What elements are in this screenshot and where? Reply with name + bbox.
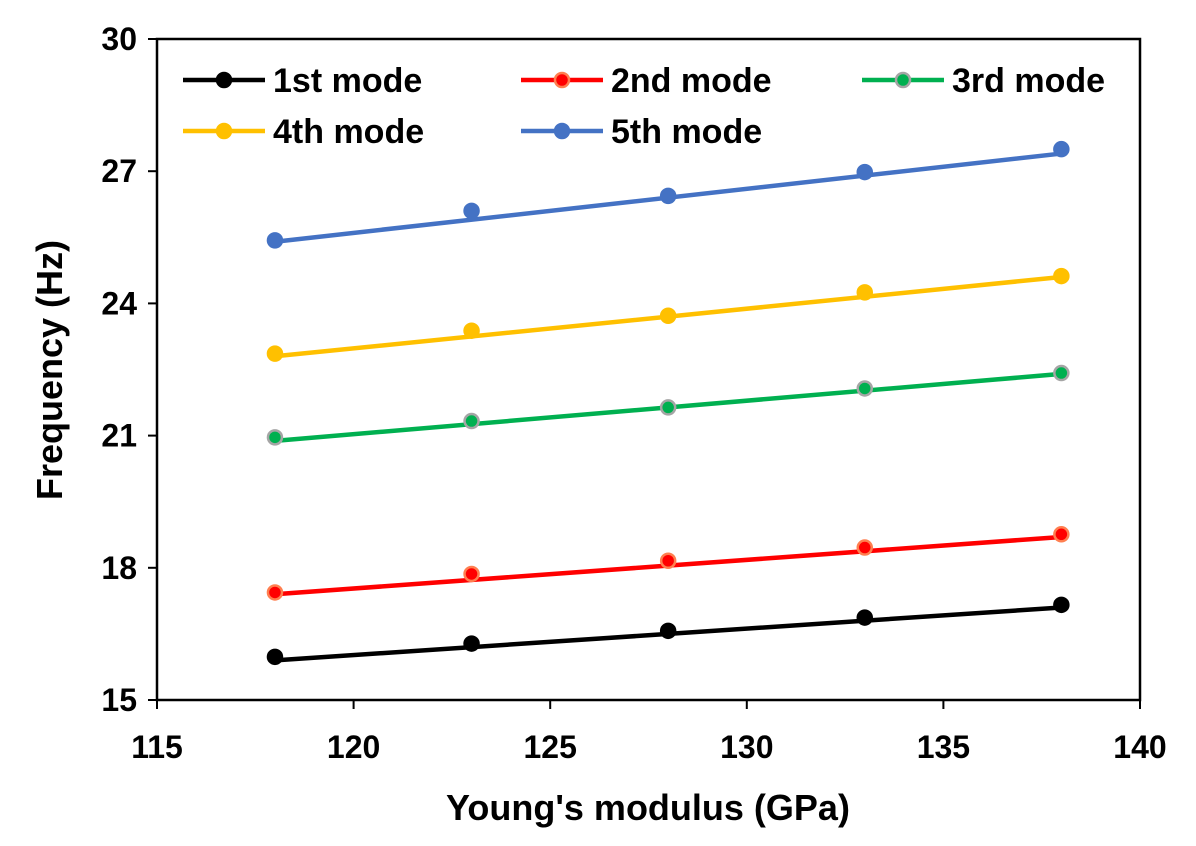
y-tick-label: 30 xyxy=(101,21,137,57)
data-point xyxy=(659,552,677,569)
y-axis-title: Frequency (Hz) xyxy=(29,240,70,500)
legend-swatch-marker xyxy=(215,71,233,89)
legend-item: 3rd mode xyxy=(862,62,1105,100)
y-tick-label: 24 xyxy=(101,285,137,321)
series-3 xyxy=(266,364,1070,446)
legend-item: 4th mode xyxy=(183,113,424,151)
y-axis: 15 18 21 24 27 30 xyxy=(101,21,157,718)
x-axis: 115 120 125 130 135 140 xyxy=(131,700,1167,765)
x-tick-label: 135 xyxy=(917,729,970,765)
data-point xyxy=(266,648,284,666)
data-point xyxy=(1053,596,1070,614)
data-point xyxy=(266,584,284,601)
x-axis-title: Young's modulus (GPa) xyxy=(446,787,850,828)
legend-label: 1st mode xyxy=(273,62,422,100)
data-point xyxy=(659,622,677,640)
data-point xyxy=(266,429,284,446)
data-point xyxy=(856,163,874,181)
x-tick-label: 125 xyxy=(524,729,577,765)
x-tick-label: 120 xyxy=(327,729,380,765)
series-2 xyxy=(266,526,1070,601)
data-point xyxy=(463,412,480,430)
legend-item: 5th mode xyxy=(521,113,762,151)
data-point xyxy=(463,565,480,583)
legend-swatch-marker xyxy=(894,71,912,89)
data-point xyxy=(1053,526,1070,543)
legend: 1st mode 2nd mode 3rd mode 4th mode 5th mode xyxy=(183,62,1105,151)
plot-area-frame xyxy=(155,37,1142,702)
x-tick-label: 130 xyxy=(720,729,773,765)
x-tick-label: 140 xyxy=(1113,729,1166,765)
data-point xyxy=(856,380,874,397)
legend-swatch-marker xyxy=(215,122,233,140)
legend-swatch-marker xyxy=(553,122,571,140)
data-point xyxy=(1053,267,1070,285)
legend-label: 4th mode xyxy=(273,113,424,151)
data-point xyxy=(266,345,284,362)
y-tick-label: 27 xyxy=(101,153,137,189)
legend-label: 3rd mode xyxy=(952,62,1105,100)
series-4 xyxy=(266,267,1070,362)
data-point xyxy=(659,399,677,416)
x-tick-label: 115 xyxy=(131,729,183,765)
y-tick-label: 21 xyxy=(101,418,137,454)
legend-label: 2nd mode xyxy=(611,62,772,100)
data-point xyxy=(856,539,874,556)
data-point xyxy=(266,232,284,249)
data-point xyxy=(659,187,677,205)
series-5 xyxy=(266,140,1070,249)
data-point xyxy=(463,635,480,652)
y-tick-label: 15 xyxy=(101,682,137,718)
legend-swatch-marker xyxy=(553,71,571,89)
data-point xyxy=(659,307,677,324)
data-point xyxy=(463,202,480,220)
series-layer xyxy=(266,140,1070,666)
y-tick-label: 18 xyxy=(101,550,137,586)
series-1 xyxy=(266,596,1070,666)
legend-item: 2nd mode xyxy=(521,62,772,100)
data-point xyxy=(856,609,874,626)
legend-item: 1st mode xyxy=(183,62,422,100)
legend-label: 5th mode xyxy=(611,113,762,151)
data-point xyxy=(463,322,480,339)
data-point xyxy=(1053,140,1070,158)
data-point xyxy=(856,284,874,301)
data-point xyxy=(1053,364,1070,382)
